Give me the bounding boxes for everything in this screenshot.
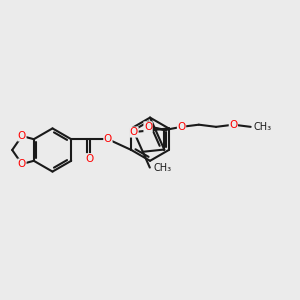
Text: O: O: [229, 120, 238, 130]
Text: O: O: [18, 131, 26, 141]
Text: O: O: [85, 154, 94, 164]
Text: CH₃: CH₃: [153, 163, 172, 172]
Text: O: O: [144, 122, 152, 132]
Text: O: O: [177, 122, 186, 132]
Text: O: O: [130, 127, 138, 137]
Text: O: O: [104, 134, 112, 144]
Text: O: O: [18, 159, 26, 169]
Text: CH₃: CH₃: [254, 122, 272, 132]
